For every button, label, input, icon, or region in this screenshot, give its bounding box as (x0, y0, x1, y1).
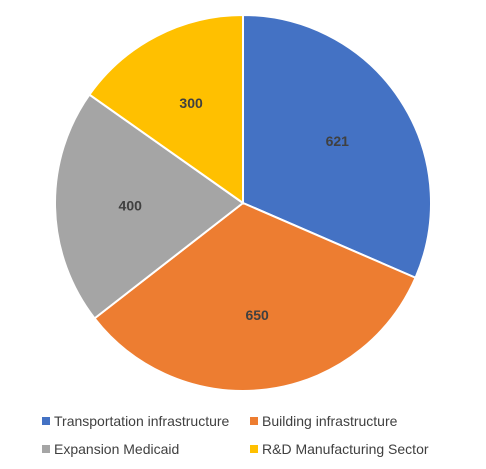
legend-label-building-infrastructure: Building infrastructure (262, 413, 398, 429)
data-label-building-infrastructure: 650 (245, 307, 269, 323)
legend-item-expansion-medicaid: Expansion Medicaid (42, 441, 179, 457)
pie-slice-expansion-medicaid (54, 93, 245, 320)
chart-legend: Transportation infrastructure Building in… (42, 413, 429, 457)
legend-swatch-expansion-medicaid (42, 445, 50, 453)
pie-data-labels: 621 650 400 300 (119, 95, 350, 323)
legend-label-randd-manufacturing-sector: R&D Manufacturing Sector (262, 441, 429, 457)
data-label-transportation-infrastructure: 621 (326, 133, 350, 149)
data-label-randd-manufacturing-sector: 300 (179, 95, 203, 111)
legend-swatch-transportation-infrastructure (42, 417, 50, 425)
legend-item-transportation-infrastructure: Transportation infrastructure (42, 413, 230, 429)
legend-swatch-randd-manufacturing-sector (250, 445, 258, 453)
pie-slice-transportation-infrastructure (242, 13, 432, 280)
pie-slice-building-infrastructure (93, 201, 417, 392)
legend-label-expansion-medicaid: Expansion Medicaid (54, 441, 179, 457)
data-label-expansion-medicaid: 400 (119, 198, 143, 214)
legend-swatch-building-infrastructure (250, 417, 258, 425)
legend-item-building-infrastructure: Building infrastructure (250, 413, 398, 429)
pie-slices (54, 13, 432, 392)
legend-item-randd-manufacturing-sector: R&D Manufacturing Sector (250, 441, 429, 457)
pie-slice-randd-manufacturing-sector (87, 13, 244, 205)
legend-label-transportation-infrastructure: Transportation infrastructure (54, 413, 230, 429)
